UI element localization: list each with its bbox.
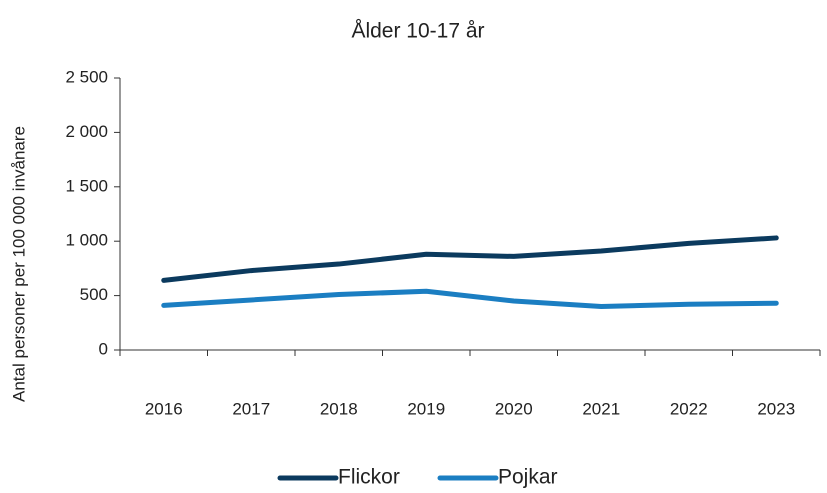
y-tick-label: 1 000 [65, 231, 108, 250]
y-tick-label: 500 [80, 285, 108, 304]
x-tick-label: 2022 [670, 399, 708, 418]
legend-label: Pojkar [498, 466, 558, 489]
series-line [161, 235, 779, 283]
x-tick-label: 2016 [145, 399, 183, 418]
y-tick-label: 2 500 [65, 67, 108, 86]
x-tick-label: 2017 [232, 399, 270, 418]
y-tick-label: 1 500 [65, 176, 108, 195]
x-tick-label: 2019 [407, 399, 445, 418]
x-tick-label: 2023 [757, 399, 795, 418]
x-tick-label: 2018 [320, 399, 358, 418]
chart-title: Ålder 10-17 år [351, 20, 484, 43]
legend-label: Flickor [338, 466, 400, 489]
y-tick-label: 0 [99, 339, 108, 358]
series-line [161, 288, 779, 309]
y-tick-label: 2 000 [65, 122, 108, 141]
x-tick-label: 2020 [495, 399, 533, 418]
x-tick-label: 2021 [582, 399, 620, 418]
y-axis-label: Antal personer per 100 000 invånare [9, 126, 28, 402]
